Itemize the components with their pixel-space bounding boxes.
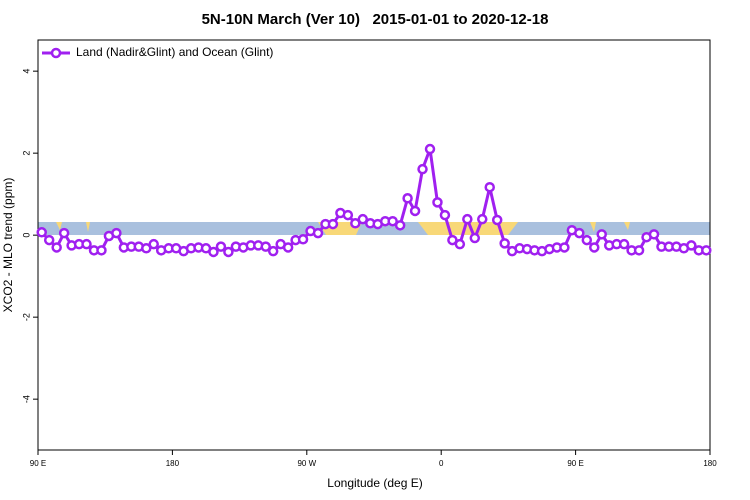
data-point bbox=[297, 234, 309, 245]
x-tick-label: 180 bbox=[703, 459, 717, 468]
data-point bbox=[327, 218, 339, 230]
y-tick-label: 4 bbox=[21, 69, 31, 74]
legend-marker bbox=[50, 47, 62, 59]
data-point bbox=[409, 205, 421, 217]
land-patch bbox=[56, 222, 62, 230]
land-patch bbox=[418, 222, 518, 235]
plot-frame bbox=[37, 39, 711, 451]
data-point bbox=[454, 238, 466, 250]
y-tick-label: 2 bbox=[21, 151, 31, 156]
data-point bbox=[633, 245, 645, 256]
land-patch bbox=[624, 222, 630, 230]
data-point bbox=[417, 163, 428, 175]
data-point bbox=[342, 209, 354, 221]
data-point bbox=[223, 246, 234, 258]
data-point bbox=[111, 227, 122, 239]
x-axis-label: Longitude (deg E) bbox=[327, 476, 422, 490]
y-axis-label: XCO2 - MLO trend (ppm) bbox=[1, 178, 15, 313]
data-point bbox=[618, 238, 630, 250]
data-point bbox=[215, 241, 227, 252]
data-point bbox=[491, 214, 503, 226]
data-point bbox=[282, 242, 294, 253]
data-point bbox=[148, 238, 159, 250]
data-point bbox=[387, 215, 398, 227]
chart-title: 5N-10N March (Ver 10) 2015-01-01 to 2020… bbox=[202, 11, 549, 28]
x-tick-label: 90 E bbox=[567, 459, 583, 468]
data-point bbox=[589, 242, 600, 253]
legend-label: Land (Nadir&Glint) and Ocean (Glint) bbox=[76, 45, 273, 59]
data-point bbox=[477, 213, 488, 225]
ocean-band bbox=[38, 222, 710, 235]
data-point bbox=[462, 213, 473, 225]
data-point bbox=[432, 197, 443, 208]
data-point bbox=[96, 245, 107, 256]
x-tick-label: 90 E bbox=[30, 459, 46, 468]
x-tick-label: 90 W bbox=[297, 459, 316, 468]
data-point bbox=[686, 240, 697, 251]
data-point bbox=[581, 234, 593, 246]
data-point bbox=[596, 229, 607, 240]
data-point bbox=[312, 227, 324, 239]
data-point bbox=[424, 143, 436, 155]
data-point bbox=[58, 227, 70, 239]
data-point bbox=[447, 234, 458, 246]
data-point bbox=[559, 242, 570, 253]
data-point bbox=[394, 220, 406, 231]
data-point bbox=[574, 227, 585, 239]
y-tick-label: -2 bbox=[21, 313, 31, 321]
land-patch bbox=[590, 222, 596, 232]
data-point bbox=[208, 246, 219, 258]
land-patch bbox=[86, 222, 90, 232]
data-point bbox=[648, 229, 660, 240]
y-tick-label: -4 bbox=[21, 395, 31, 403]
data-point bbox=[141, 243, 152, 254]
x-tick-label: 0 bbox=[439, 459, 444, 468]
data-point bbox=[267, 245, 279, 257]
data-point bbox=[51, 242, 62, 253]
data-point bbox=[350, 218, 361, 229]
data-point bbox=[484, 181, 495, 193]
x-tick-label: 180 bbox=[166, 459, 180, 468]
data-point bbox=[439, 209, 451, 221]
data-point bbox=[469, 232, 481, 244]
data-point bbox=[357, 213, 369, 225]
data-point bbox=[499, 238, 510, 249]
data-point bbox=[36, 227, 47, 238]
data-point bbox=[81, 238, 92, 250]
data-point bbox=[43, 234, 55, 246]
data-point bbox=[701, 245, 712, 256]
data-point bbox=[260, 241, 271, 252]
data-point bbox=[402, 193, 413, 204]
y-tick-label: 0 bbox=[21, 233, 31, 238]
